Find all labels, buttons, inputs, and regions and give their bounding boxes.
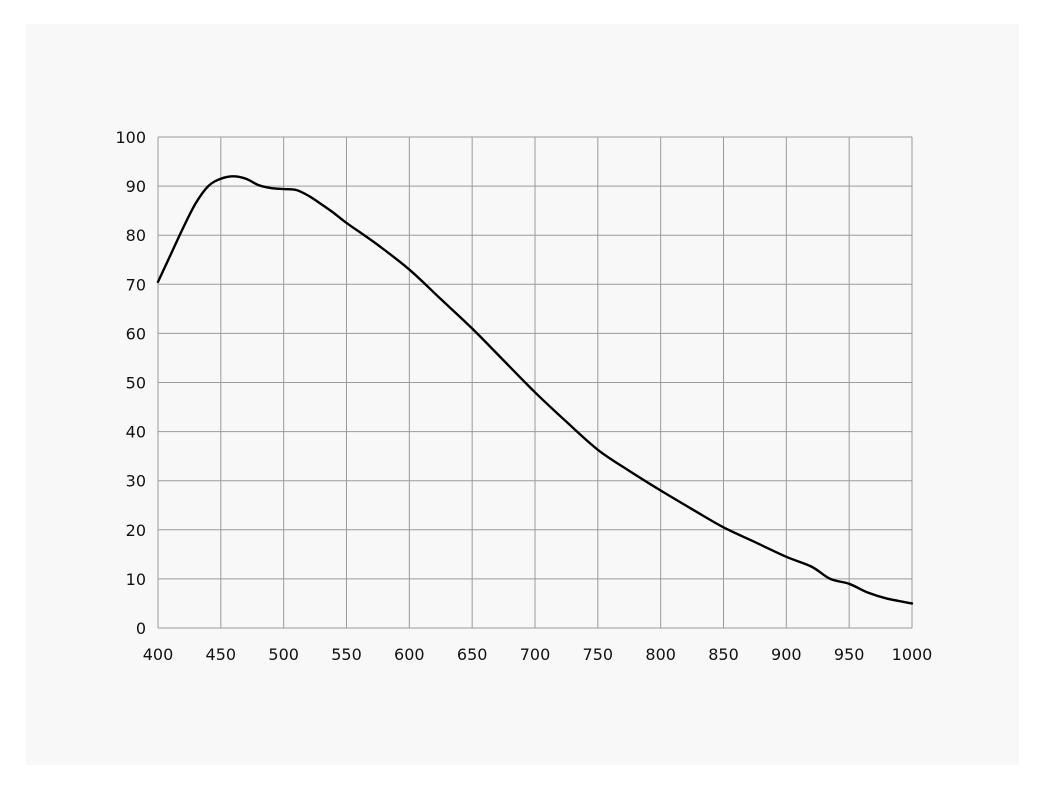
- x-tick-label-450: 450: [206, 645, 237, 664]
- y-tick-label-30: 30: [126, 472, 146, 491]
- x-tick-label-1000: 1000: [892, 645, 933, 664]
- x-tick-label-400: 400: [143, 645, 174, 664]
- grid: [157, 136, 913, 629]
- x-tick-label-950: 950: [834, 645, 865, 664]
- y-tick-label-60: 60: [126, 324, 146, 343]
- y-tick-label-20: 20: [126, 521, 146, 540]
- y-tick-label-80: 80: [126, 226, 146, 245]
- y-tick-label-40: 40: [126, 423, 146, 442]
- y-tick-label-90: 90: [126, 177, 146, 196]
- x-tick-label-800: 800: [645, 645, 676, 664]
- y-tick-label-70: 70: [126, 275, 146, 294]
- y-tick-label-50: 50: [126, 374, 146, 393]
- x-tick-label-650: 650: [457, 645, 488, 664]
- y-tick-label-10: 10: [126, 570, 146, 589]
- x-tick-label-700: 700: [520, 645, 551, 664]
- x-tick-label-900: 900: [771, 645, 802, 664]
- x-tick-label-850: 850: [708, 645, 739, 664]
- x-tick-label-750: 750: [583, 645, 614, 664]
- chart-panel: 400 450 500 550 600 650 700 750 800 850 900 950 1000…: [26, 24, 1019, 765]
- y-axis: 0 10 20 30 40 50 60 70 80 90 100: [115, 128, 146, 638]
- x-axis: 400 450 500 550 600 650 700 750 800 850 900 950 1000: [143, 645, 933, 664]
- line-chart: 400 450 500 550 600 650 700 750 800 850 900 950 1000…: [115, 128, 933, 664]
- series-layer: [156, 175, 914, 605]
- y-tick-label-100: 100: [115, 128, 146, 147]
- x-tick-label-500: 500: [268, 645, 299, 664]
- x-tick-label-600: 600: [394, 645, 425, 664]
- series-line-0: [156, 175, 914, 605]
- y-tick-label-0: 0: [136, 619, 146, 638]
- x-tick-label-550: 550: [331, 645, 362, 664]
